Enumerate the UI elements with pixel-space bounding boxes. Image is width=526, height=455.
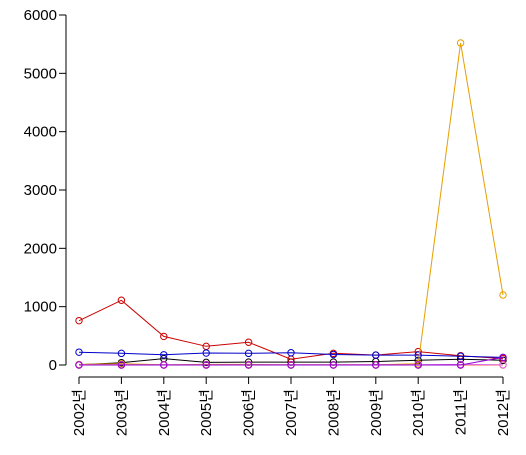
- data-point: [372, 351, 380, 359]
- x-tick-label: 2012년: [495, 389, 512, 436]
- x-tick-label: 2004년: [156, 389, 173, 436]
- data-point: [202, 358, 210, 367]
- y-tick-label: 0: [49, 357, 57, 374]
- data-point: [456, 39, 465, 47]
- data-point: [499, 361, 507, 369]
- data-point: [414, 361, 422, 369]
- x-tick-label: 2011년: [453, 389, 470, 435]
- data-point: [75, 316, 83, 325]
- y-tick-label: 4000: [24, 124, 57, 141]
- x-tick-label: 2007년: [283, 389, 300, 436]
- data-point: [202, 361, 210, 369]
- x-axis: 2002년 2003년 2004년 2005년 2006년 2007년 2008년 2009년…: [71, 376, 512, 436]
- series-7: [75, 353, 507, 369]
- data-point: [372, 361, 380, 369]
- data-point: [499, 291, 507, 299]
- y-tick-label: 2000: [24, 240, 57, 257]
- data-point: [244, 338, 253, 346]
- data-point: [329, 350, 338, 359]
- data-point: [117, 361, 126, 369]
- data-point: [117, 349, 126, 358]
- x-tick-label: 2009년: [368, 389, 385, 436]
- data-point: [287, 361, 295, 369]
- y-tick-label: 3000: [24, 182, 57, 199]
- series-5: [75, 39, 507, 369]
- data-point: [287, 349, 295, 357]
- y-axis: 0 1000 2000 3000 4000 5000 6000: [24, 7, 67, 374]
- y-tick-label: 5000: [24, 65, 57, 82]
- data-point: [499, 353, 507, 362]
- data-point: [329, 361, 338, 369]
- x-tick-label: 2006년: [241, 389, 258, 436]
- data-point: [75, 348, 83, 356]
- x-tick-label: 2003년: [113, 389, 130, 436]
- series-line: [78, 299, 504, 360]
- data-point: [456, 352, 465, 360]
- x-tick-label: 2010년: [410, 389, 427, 436]
- data-point: [202, 349, 210, 357]
- data-point: [456, 361, 465, 369]
- data-point: [160, 332, 168, 341]
- data-point: [160, 361, 168, 369]
- series-layer: [75, 39, 507, 369]
- y-tick-label: 1000: [24, 299, 57, 316]
- series-3: [75, 348, 507, 362]
- data-point: [75, 361, 83, 369]
- data-point: [244, 361, 253, 369]
- x-tick-label: 2008년: [325, 389, 342, 436]
- y-tick-label: 6000: [24, 7, 57, 24]
- series-line: [78, 42, 504, 366]
- x-tick-label: 2005년: [198, 389, 215, 436]
- data-point: [117, 296, 126, 304]
- series-line: [78, 351, 504, 358]
- data-point: [160, 351, 168, 359]
- data-point: [414, 351, 422, 359]
- x-tick-label: 2002년: [71, 389, 88, 436]
- data-point: [244, 349, 253, 358]
- series-line: [79, 356, 504, 366]
